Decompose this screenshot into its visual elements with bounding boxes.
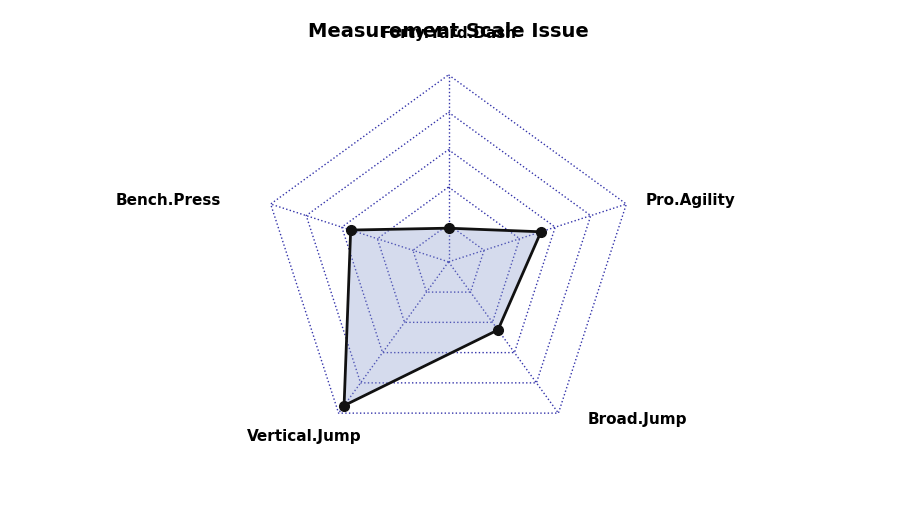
Polygon shape <box>344 229 541 406</box>
Text: Forty.Yard.Dash: Forty.Yard.Dash <box>380 26 517 41</box>
Text: Broad.Jump: Broad.Jump <box>588 411 687 426</box>
Text: Bench.Press: Bench.Press <box>116 192 222 207</box>
Text: Pro.Agility: Pro.Agility <box>646 192 736 207</box>
Text: Measurement Scale Issue: Measurement Scale Issue <box>309 22 588 40</box>
Text: Vertical.Jump: Vertical.Jump <box>247 428 361 443</box>
